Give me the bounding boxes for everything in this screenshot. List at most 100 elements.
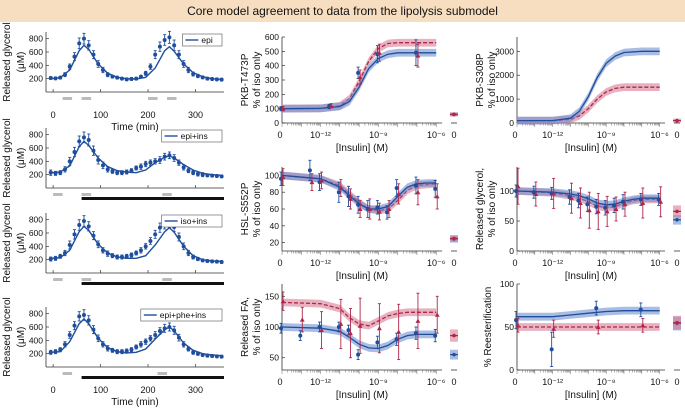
data-point: [191, 350, 196, 355]
data-point: [620, 199, 625, 204]
y-tick-label: 0: [509, 365, 514, 375]
data-point: [72, 323, 77, 328]
y-tick-label: 600: [29, 47, 43, 57]
data-point-triangle: [328, 103, 334, 108]
data-point: [336, 325, 341, 329]
x-axis-label: [Insulin] (M): [336, 271, 388, 282]
y-axis-unit: (μM): [16, 327, 27, 348]
data-point: [148, 336, 153, 341]
data-point-triangle: [613, 206, 619, 211]
data-point-triangle: [309, 179, 315, 185]
y-tick-label: 400: [29, 241, 43, 251]
x-tick-label: 10⁻⁹: [369, 377, 388, 387]
data-point: [72, 54, 77, 59]
data-point: [110, 74, 115, 79]
y-axis-label-sub: % of iso only: [487, 52, 498, 109]
model-curve: [50, 140, 222, 176]
y-axis-label: Released glycerol: [2, 297, 13, 377]
dose-response-panel-1: 0 100 200 300 400 500 600 10⁻¹² 10⁻⁹ 10⁻⁶ 0 0 PKB-T4…: [240, 32, 458, 154]
legend-label: iso+ins: [181, 216, 208, 226]
y-tick-label: 200: [265, 89, 279, 99]
x-tick-label: 200: [141, 385, 156, 395]
stimulus-bar: [81, 197, 224, 200]
y-tick-label: 200: [29, 349, 43, 359]
timecourse-panel-2: 200 400 600 800 epi+ins Released glycerol (μM): [2, 118, 224, 200]
data-point: [67, 159, 72, 164]
data-point-triangle: [280, 174, 286, 180]
data-point: [134, 76, 139, 81]
data-point: [317, 325, 322, 329]
data-point: [656, 197, 661, 202]
y-tick-label: 50: [505, 216, 515, 226]
data-point: [375, 340, 380, 345]
model-curve: [517, 50, 660, 122]
data-point-triangle: [595, 209, 601, 214]
y-tick-label: 400: [29, 60, 43, 70]
dose-response-panel-2: 0 1000 2000 3000 10⁻¹² 10⁻⁹ 10⁻⁶ 0 0 PKB-S308P% o…: [475, 37, 681, 154]
zero-data-point: [675, 118, 679, 123]
stimulus-bar: [62, 372, 73, 375]
data-point-triangle: [604, 209, 610, 214]
x-zero-tick-label: 0: [512, 377, 517, 387]
data-point-triangle: [396, 191, 402, 196]
zero-data-point: [675, 320, 679, 325]
x-tick-label: 10⁻⁹: [597, 258, 616, 268]
data-point: [186, 347, 191, 351]
data-point: [62, 72, 67, 77]
data-point: [200, 258, 205, 263]
x-tick-label: 300: [188, 385, 203, 395]
y-axis-label: % Reesterification: [483, 287, 494, 368]
data-point: [119, 349, 124, 354]
data-point: [100, 163, 105, 168]
x-tick-label: 300: [188, 110, 203, 120]
y-tick-label: 100: [500, 186, 514, 196]
x-zero-tick-label: 0: [674, 258, 679, 268]
data-point-triangle: [376, 50, 382, 55]
data-point: [143, 71, 148, 76]
data-point: [129, 168, 134, 173]
y-axis-label-sub: % of iso only: [487, 181, 498, 238]
y-tick-label: 100: [265, 104, 279, 114]
dose-response-panel-5: 50 100 150 10⁻¹² 10⁻⁹ 10⁻⁶ 0 0 Released FA,% of …: [240, 284, 458, 401]
data-point: [375, 205, 380, 210]
data-point: [138, 164, 143, 169]
x-tick-label: 10⁻¹²: [542, 377, 563, 387]
data-point: [148, 64, 153, 69]
y-tick-label: 150: [265, 291, 279, 301]
timecourse-panel-1: 200 400 600 800 0 100 200 300 epi Released glycer…: [2, 22, 224, 133]
figure-banner: Core model agreement to data from the li…: [0, 0, 685, 22]
y-tick-label: 800: [29, 215, 43, 225]
x-zero-tick-label: 0: [451, 258, 456, 268]
data-point: [143, 244, 148, 249]
stimulus-bar: [53, 193, 63, 196]
stimulus-bar: [62, 97, 73, 100]
stimulus-bar: [148, 97, 158, 100]
data-point: [336, 190, 341, 195]
x-zero-tick-label: 0: [277, 130, 282, 140]
data-point: [77, 41, 82, 46]
data-point-triangle: [515, 183, 521, 189]
data-point: [100, 342, 105, 347]
data-point-triangle: [348, 330, 353, 336]
data-point-triangle: [551, 326, 557, 331]
data-point: [200, 75, 205, 80]
data-point: [191, 255, 196, 259]
zero-data-point: [452, 352, 456, 357]
data-point: [143, 162, 148, 166]
data-point: [124, 77, 129, 82]
model-curve: [50, 318, 222, 357]
legend-box: [161, 129, 223, 143]
y-tick-label: 3000: [495, 46, 514, 56]
y-tick-label: 60: [270, 204, 280, 214]
data-point: [157, 225, 162, 230]
data-point: [356, 202, 361, 207]
x-zero-tick-label: 0: [674, 130, 679, 140]
data-point: [195, 257, 200, 261]
model-curve: [281, 301, 437, 327]
zero-data-point: [675, 209, 679, 214]
data-point: [585, 202, 590, 207]
data-point: [603, 205, 608, 210]
x-tick-label: 100: [93, 110, 108, 120]
data-point: [143, 339, 148, 344]
data-point: [91, 233, 96, 238]
